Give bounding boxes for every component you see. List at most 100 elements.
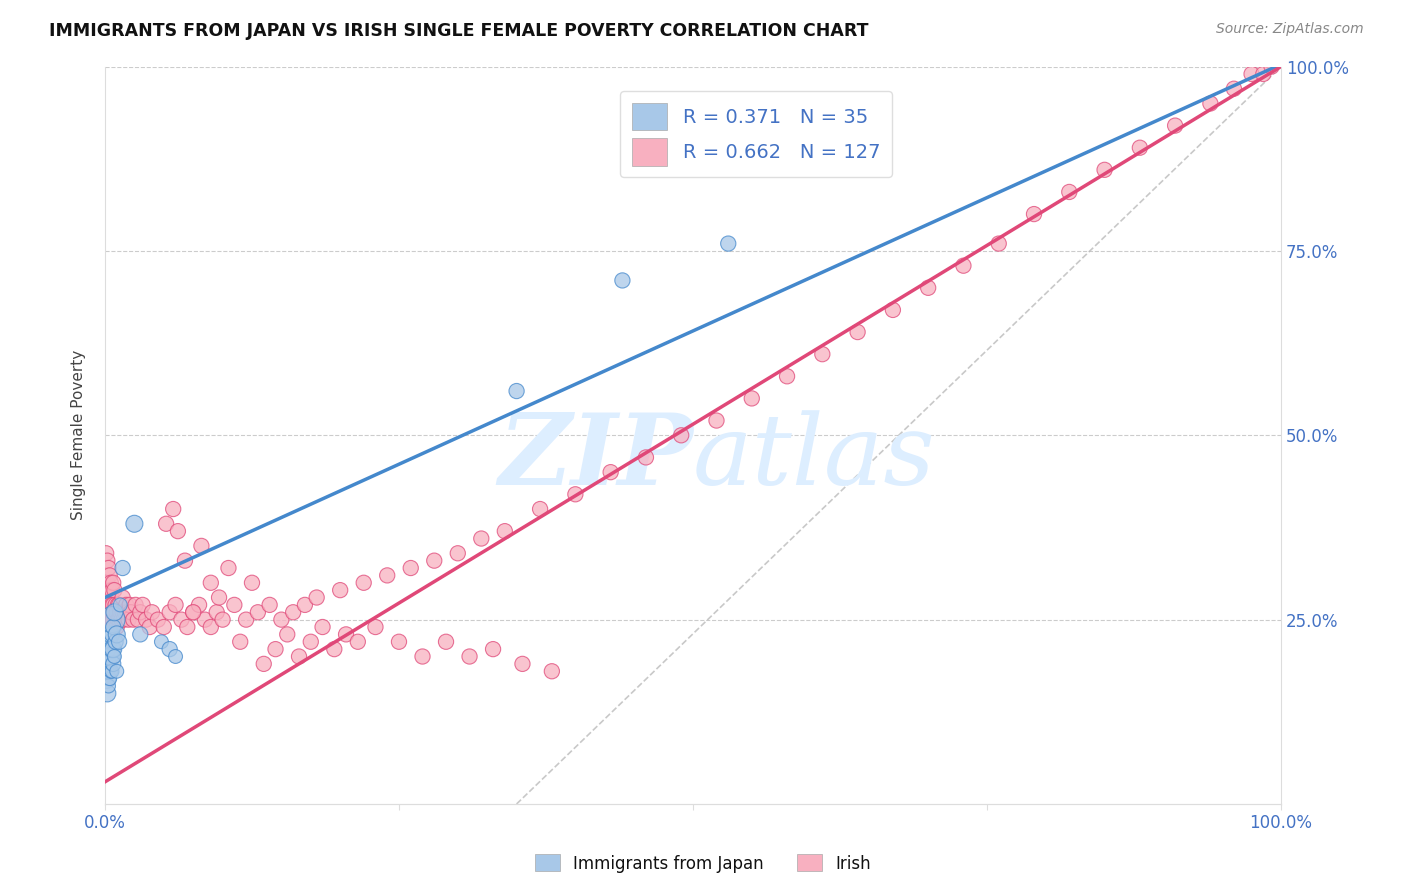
Point: [103, 583, 125, 598]
Point: [323, 642, 346, 657]
Point: [1094, 162, 1116, 177]
Point: [97, 642, 120, 657]
Point: [98, 583, 121, 598]
Point: [434, 634, 457, 648]
Point: [100, 605, 122, 619]
Point: [162, 502, 184, 516]
Point: [105, 605, 128, 619]
Point: [259, 598, 281, 612]
Text: Source: ZipAtlas.com: Source: ZipAtlas.com: [1216, 22, 1364, 37]
Point: [101, 642, 124, 657]
Point: [167, 524, 190, 538]
Point: [200, 575, 222, 590]
Point: [224, 598, 246, 612]
Point: [1223, 81, 1246, 95]
Point: [105, 665, 128, 679]
Point: [115, 598, 138, 612]
Point: [110, 598, 132, 612]
Point: [101, 583, 124, 598]
Point: [96, 672, 118, 686]
Point: [529, 502, 551, 516]
Point: [671, 428, 693, 442]
Point: [917, 281, 939, 295]
Point: [174, 554, 197, 568]
Point: [311, 620, 333, 634]
Point: [97, 657, 120, 671]
Point: [135, 613, 157, 627]
Point: [103, 605, 125, 619]
Point: [165, 598, 187, 612]
Point: [281, 605, 304, 619]
Text: ZIP: ZIP: [498, 409, 693, 506]
Point: [353, 575, 375, 590]
Point: [138, 620, 160, 634]
Point: [100, 591, 122, 605]
Point: [103, 642, 125, 657]
Point: [96, 575, 118, 590]
Point: [270, 613, 292, 627]
Point: [564, 487, 586, 501]
Point: [103, 620, 125, 634]
Point: [882, 302, 904, 317]
Point: [100, 665, 122, 679]
Point: [447, 546, 470, 560]
Point: [811, 347, 834, 361]
Point: [150, 634, 173, 648]
Point: [952, 259, 974, 273]
Point: [101, 613, 124, 627]
Point: [118, 598, 141, 612]
Point: [1164, 119, 1187, 133]
Point: [159, 642, 181, 657]
Point: [103, 575, 125, 590]
Point: [246, 605, 269, 619]
Point: [100, 627, 122, 641]
Point: [108, 613, 131, 627]
Point: [1260, 60, 1282, 74]
Point: [129, 605, 152, 619]
Point: [104, 634, 127, 648]
Point: [96, 686, 118, 700]
Point: [111, 591, 134, 605]
Point: [103, 657, 125, 671]
Point: [108, 634, 131, 648]
Legend: Immigrants from Japan, Irish: Immigrants from Japan, Irish: [529, 847, 877, 880]
Point: [264, 642, 287, 657]
Point: [494, 524, 516, 538]
Point: [1059, 185, 1081, 199]
Point: [127, 613, 149, 627]
Point: [98, 598, 121, 612]
Point: [470, 532, 492, 546]
Point: [101, 665, 124, 679]
Point: [155, 516, 177, 531]
Point: [776, 369, 799, 384]
Point: [110, 605, 132, 619]
Point: [288, 649, 311, 664]
Point: [987, 236, 1010, 251]
Point: [200, 620, 222, 634]
Point: [101, 627, 124, 641]
Point: [146, 613, 169, 627]
Point: [388, 634, 411, 648]
Point: [211, 613, 233, 627]
Point: [190, 539, 212, 553]
Point: [141, 605, 163, 619]
Point: [101, 613, 124, 627]
Point: [103, 649, 125, 664]
Point: [482, 642, 505, 657]
Point: [107, 598, 129, 612]
Point: [229, 634, 252, 648]
Point: [103, 605, 125, 619]
Point: [188, 598, 211, 612]
Point: [97, 561, 120, 575]
Point: [100, 649, 122, 664]
Point: [1199, 96, 1222, 111]
Point: [240, 575, 263, 590]
Point: [294, 598, 316, 612]
Point: [104, 613, 127, 627]
Point: [96, 554, 118, 568]
Point: [1253, 67, 1275, 81]
Point: [103, 620, 125, 634]
Text: IMMIGRANTS FROM JAPAN VS IRISH SINGLE FEMALE POVERTY CORRELATION CHART: IMMIGRANTS FROM JAPAN VS IRISH SINGLE FE…: [49, 22, 869, 40]
Point: [181, 605, 204, 619]
Point: [111, 561, 134, 575]
